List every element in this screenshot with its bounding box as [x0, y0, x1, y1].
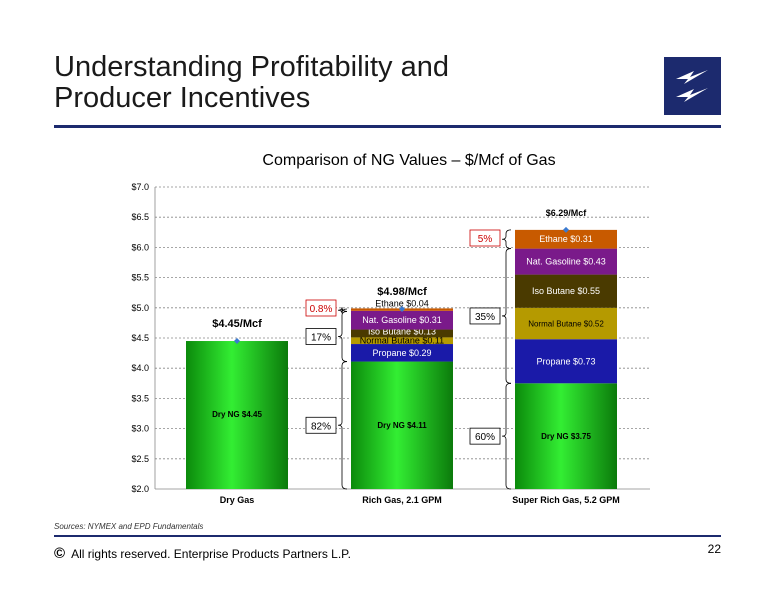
slide-title: Understanding Profitability and Producer…	[54, 52, 449, 114]
segment-label: Dry NG $4.11	[377, 421, 427, 430]
annotation-brace	[337, 361, 348, 490]
annotation-box	[469, 307, 501, 325]
total-label: $4.45/Mcf	[212, 318, 262, 330]
total-label: $4.98/Mcf	[377, 286, 427, 298]
bar-segment	[515, 383, 617, 489]
annotation-label: 60%	[475, 432, 495, 443]
title-divider	[54, 125, 721, 128]
chart-title: Comparison of NG Values – $/Mcf of Gas	[262, 152, 556, 169]
footer-text: All rights reserved. Enterprise Products…	[71, 547, 351, 561]
source-note: Sources: NYMEX and EPD Fundamentals	[54, 522, 204, 531]
y-tick-label: $3.0	[131, 424, 149, 434]
annotation-box	[469, 229, 501, 247]
bar-segment	[351, 344, 453, 362]
bar-segment	[515, 229, 617, 249]
stacked-bar-chart: $2.0 $2.5 $3.0 $3.5 $4.0 $4.5 $5.0 $5.5 $6.0 $6.5…	[131, 182, 650, 505]
footer: © All rights reserved. Enterprise Product…	[54, 545, 351, 562]
bar-segment	[351, 310, 453, 330]
y-tick-label: $3.5	[131, 393, 149, 403]
bar-segment	[351, 329, 453, 338]
segment-label: Dry NG $4.45	[212, 410, 262, 419]
bar-segment	[515, 307, 617, 340]
segment-label: Ethane $0.04	[375, 298, 429, 308]
y-tick-label: $4.0	[131, 363, 149, 373]
total-marker	[399, 306, 405, 313]
slide-title-line2: Producer Incentives	[54, 82, 311, 114]
x-tick-label: Super Rich Gas, 5.2 GPM	[512, 495, 620, 505]
bar-segment	[351, 337, 453, 345]
annotation-label: 0.8%	[310, 304, 333, 315]
annotation-brace	[501, 248, 512, 384]
annotation-label: 82%	[311, 421, 331, 432]
bar-segment	[186, 341, 288, 489]
footer-divider	[54, 535, 721, 537]
y-tick-label: $4.5	[131, 333, 149, 343]
company-logo	[664, 57, 721, 115]
y-tick-label: $6.5	[131, 212, 149, 222]
slide-title-line1: Understanding Profitability and	[54, 51, 449, 83]
segment-label: Propane $0.29	[372, 348, 431, 358]
y-tick-label: $5.5	[131, 273, 149, 283]
y-tick-label: $2.5	[131, 454, 149, 464]
y-tick-label: $5.0	[131, 303, 149, 313]
annotation-label: 17%	[311, 332, 331, 343]
annotation-brace	[501, 382, 512, 490]
segment-label: Propane $0.73	[536, 356, 595, 366]
segment-label: Iso Butane $0.13	[368, 327, 436, 337]
total-marker	[563, 226, 569, 233]
y-tick-label: $6.0	[131, 242, 149, 252]
annotation-box	[469, 427, 501, 445]
bar-segment	[515, 339, 617, 384]
annotation-brace	[501, 229, 512, 250]
x-tick-label: Dry Gas	[220, 495, 255, 505]
segment-label: Ethane $0.31	[539, 234, 593, 244]
annotation-label: 5%	[478, 234, 493, 245]
copyright-icon: ©	[54, 545, 66, 562]
page-number: 22	[707, 542, 721, 556]
bar-segment	[351, 361, 453, 489]
segment-label: Dry NG $3.75	[541, 432, 591, 441]
segment-label: Normal Butane $0.11	[360, 336, 444, 346]
annotation-box	[305, 328, 337, 345]
bar-segment	[515, 274, 617, 308]
y-tick-label: $7.0	[131, 182, 149, 192]
segment-label: Nat. Gasoline $0.43	[526, 257, 606, 267]
segment-label: Normal Butane $0.52	[528, 320, 604, 329]
annotation-brace	[337, 307, 348, 314]
total-marker	[234, 338, 240, 345]
annotation-box	[305, 299, 337, 317]
segment-label: Iso Butane $0.55	[532, 286, 600, 296]
annotation-brace	[337, 311, 348, 362]
annotation-box	[305, 416, 337, 434]
y-tick-label: $2.0	[131, 484, 149, 494]
total-label: $6.29/Mcf	[546, 208, 588, 218]
lightning-logo-icon	[676, 70, 708, 102]
annotation-label: 35%	[475, 312, 495, 323]
x-tick-label: Rich Gas, 2.1 GPM	[362, 495, 442, 505]
bar-segment	[515, 248, 617, 275]
segment-label: Nat. Gasoline $0.31	[362, 315, 442, 325]
